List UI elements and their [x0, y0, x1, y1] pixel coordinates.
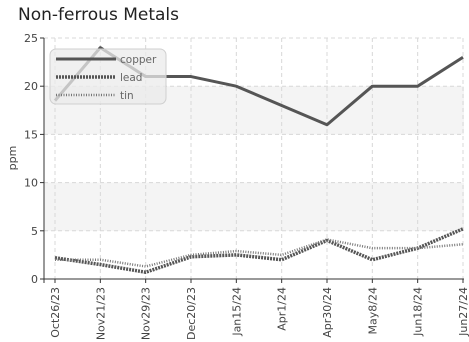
- x-tick-label: Nov29/23: [140, 287, 153, 340]
- y-tick-label: 0: [31, 273, 38, 286]
- x-tick-label: May8/24: [366, 287, 379, 334]
- legend: copper lead tin: [49, 48, 167, 105]
- x-tick-label: Jun18/24: [412, 287, 425, 337]
- plot-background-bands: [44, 86, 464, 231]
- x-tick-label: Apr30/24: [321, 287, 334, 338]
- y-axis-label: ppm: [6, 146, 19, 171]
- legend-label-tin: tin: [120, 90, 134, 102]
- y-tick-label: 25: [24, 32, 38, 45]
- y-tick-labels: 0 5 10 15 20 25: [24, 32, 38, 286]
- x-tick-labels: Oct26/23 Nov21/23 Nov29/23 Dec20/23 Jan15/24…: [49, 287, 469, 340]
- y-tick-label: 10: [24, 177, 38, 190]
- x-tick-label: Oct26/23: [49, 287, 62, 338]
- series-line-tin: [55, 238, 464, 268]
- x-tick-label: Nov21/23: [94, 287, 107, 340]
- y-tick-label: 5: [31, 225, 38, 238]
- y-tick-label: 15: [24, 128, 38, 141]
- x-tick-label: Jan15/24: [230, 287, 243, 337]
- grid-band: [44, 182, 464, 231]
- axes: [40, 37, 464, 283]
- x-tick-label: Apr1/24: [276, 287, 289, 331]
- x-tick-label: Dec20/23: [185, 287, 198, 340]
- legend-label-copper: copper: [120, 54, 157, 66]
- y-tick-label: 20: [24, 80, 38, 93]
- legend-label-lead: lead: [120, 72, 142, 84]
- series-line-lead: [54, 227, 464, 275]
- x-tick-label: Jun27/24: [457, 287, 469, 337]
- chart-title: Non-ferrous Metals: [18, 5, 180, 25]
